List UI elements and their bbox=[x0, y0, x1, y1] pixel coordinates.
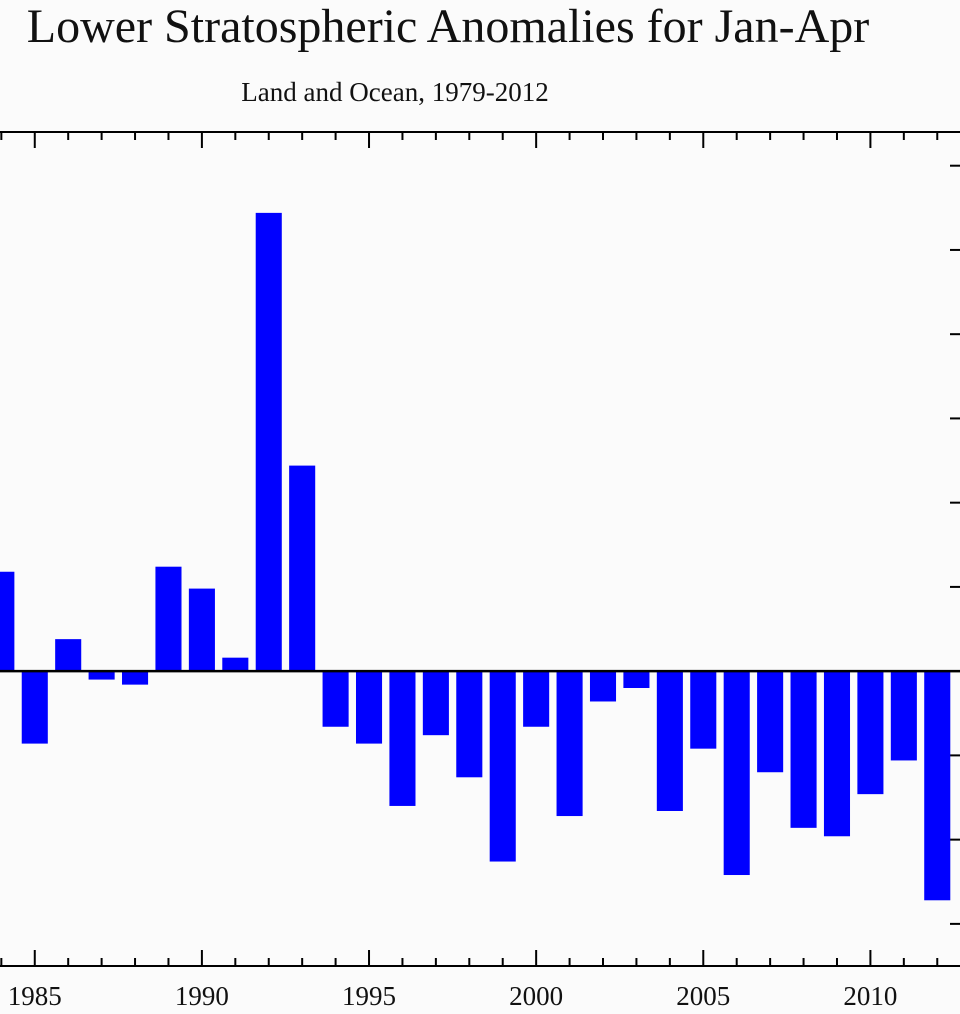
bar-1998 bbox=[456, 671, 483, 778]
bar-1993 bbox=[289, 465, 316, 672]
bar-2012 bbox=[924, 671, 951, 901]
bar-2007 bbox=[757, 671, 784, 773]
bar-2004 bbox=[656, 671, 683, 811]
x-axis-ticks bbox=[0, 132, 939, 966]
bar-2001 bbox=[556, 671, 583, 817]
bar-2006 bbox=[723, 671, 750, 876]
bar-2002 bbox=[589, 671, 617, 702]
bar-1985 bbox=[21, 671, 48, 744]
bar-1988 bbox=[122, 671, 149, 685]
bar-1994 bbox=[322, 671, 349, 727]
bar-1984 bbox=[0, 571, 15, 672]
bar-1989 bbox=[155, 566, 182, 672]
bar-1986 bbox=[55, 639, 82, 672]
bar-2003 bbox=[623, 671, 650, 688]
chart-title: Lower Stratospheric Anomalies for Jan-Ap… bbox=[27, 0, 869, 53]
bar-1997 bbox=[422, 671, 449, 736]
x-tick-label: 2000 bbox=[509, 981, 563, 1011]
bar-2011 bbox=[890, 671, 917, 761]
bar-2010 bbox=[857, 671, 884, 795]
plot-area bbox=[0, 131, 960, 967]
bar-1987 bbox=[88, 671, 115, 680]
x-tick-label: 1985 bbox=[8, 981, 62, 1011]
bar-1992 bbox=[255, 212, 282, 672]
x-tick-label: 2010 bbox=[843, 981, 897, 1011]
x-tick-label: 1995 bbox=[342, 981, 396, 1011]
bar-1995 bbox=[355, 671, 383, 744]
bar-2005 bbox=[690, 671, 717, 749]
bar-2000 bbox=[523, 671, 550, 727]
y-axis-ticks bbox=[950, 164, 960, 925]
x-tick-label: 2005 bbox=[676, 981, 730, 1011]
chart-subtitle: Land and Ocean, 1979-2012 bbox=[241, 77, 548, 107]
bar-1991 bbox=[222, 657, 249, 672]
bar-2009 bbox=[823, 671, 851, 837]
bar-1996 bbox=[389, 671, 416, 806]
x-axis-labels: 1985 1990 1995 2000 2005 2010 bbox=[8, 981, 898, 1011]
bars bbox=[0, 212, 951, 901]
bar-2008 bbox=[790, 671, 817, 828]
bar-1999 bbox=[489, 671, 516, 862]
x-tick-label: 1990 bbox=[175, 981, 229, 1011]
bar-1990 bbox=[188, 588, 215, 672]
